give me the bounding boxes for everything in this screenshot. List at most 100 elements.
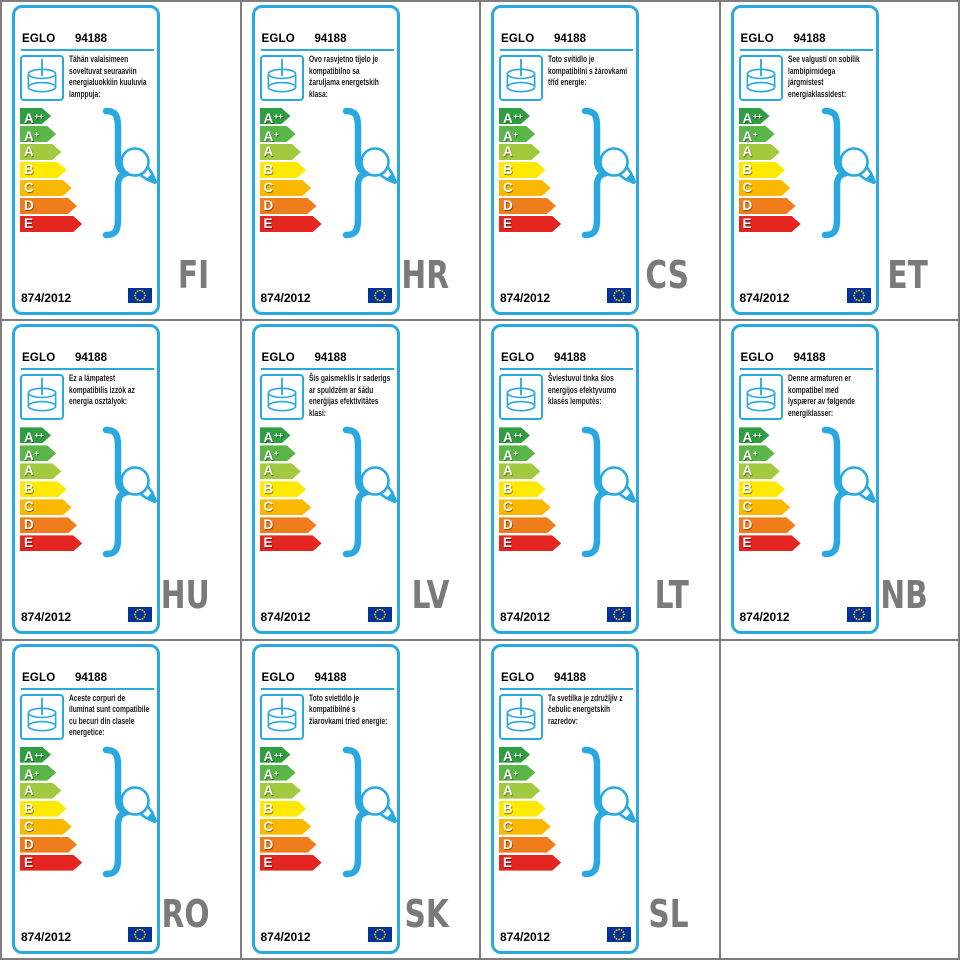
- brand-name: EGLO: [261, 671, 295, 684]
- bulb-icon: [838, 147, 876, 185]
- eu-flag-stars: [134, 289, 146, 302]
- energy-class-arrow: A+: [20, 126, 56, 142]
- energy-class-arrow: E: [260, 855, 322, 871]
- energy-class-arrow: C: [499, 819, 551, 835]
- energy-class-arrow: A: [20, 463, 61, 479]
- energy-class-label: D: [742, 198, 753, 213]
- energy-class-label: C: [24, 499, 34, 515]
- energy-class-label: A+: [263, 128, 279, 144]
- energy-class-arrow: A: [739, 144, 780, 160]
- energy-class-label: D: [263, 836, 274, 852]
- header-divider: [260, 368, 394, 371]
- energy-class-label: C: [503, 818, 513, 834]
- regulation-number: 874/2012: [21, 291, 72, 305]
- energy-scale: A++ A+ A B C D E: [20, 108, 82, 232]
- compatibility-text: Ta svetilka je združljiv z čebulic energ…: [548, 692, 623, 727]
- energy-class-arrow: A++: [499, 747, 530, 763]
- bulb-icon: [359, 466, 397, 504]
- energy-class-arrow: B: [20, 162, 67, 178]
- energy-class-label: A: [24, 144, 34, 159]
- energy-scale: A++ A+ A B C D E: [499, 747, 561, 871]
- energy-class-label: A+: [263, 767, 279, 783]
- regulation-number: 874/2012: [500, 610, 551, 625]
- energy-class-label: D: [503, 198, 513, 213]
- header-divider: [739, 49, 873, 51]
- bulb-icon: [120, 785, 158, 824]
- energy-class-label: E: [24, 854, 34, 870]
- energy-class-arrow: B: [739, 162, 786, 178]
- energy-class-label: E: [24, 535, 34, 551]
- energy-class-arrow: C: [499, 180, 551, 196]
- energy-class-label: A+: [24, 447, 39, 463]
- energy-class-label: E: [263, 216, 273, 231]
- energy-class-arrow: E: [260, 216, 322, 232]
- eu-flag: [128, 288, 152, 303]
- energy-scale: A++ A+ A B C D E: [20, 427, 82, 551]
- energy-class-label: A++: [263, 749, 283, 765]
- grid-cell: EGLO 94188 See valgusti on sobilik lambi…: [720, 2, 958, 320]
- energy-class-label: D: [742, 517, 753, 533]
- energy-class-arrow: A+: [260, 445, 296, 461]
- eu-flag: [846, 607, 871, 623]
- energy-label-card: EGLO 94188 Ovo rasvjetno tijelo je kompa…: [251, 5, 400, 315]
- energy-class-arrow: E: [499, 535, 561, 551]
- energy-class-label: A: [503, 144, 513, 159]
- energy-class-label: A++: [24, 749, 44, 765]
- bulb-icon: [359, 147, 397, 185]
- compatibility-text: Šis gaismeklis ir saderigs ar spuldzēm a…: [308, 373, 390, 419]
- grid-cell: EGLO 94188 Aceste corpuri de iluminat su…: [2, 640, 240, 958]
- header-divider: [21, 49, 154, 51]
- energy-class-label: D: [24, 836, 34, 852]
- energy-class-label: A++: [503, 429, 523, 445]
- energy-scale: A++ A+ A B C D E: [20, 747, 82, 871]
- pendant-lamp-icon: [27, 697, 57, 732]
- pendant-lamp-icon: [506, 697, 536, 732]
- luminaire-icon-box: [499, 374, 543, 421]
- energy-class-arrow: E: [499, 216, 561, 232]
- energy-class-label: A+: [263, 447, 279, 463]
- bulb-icon: [599, 785, 637, 824]
- luminaire-icon-box: [738, 374, 783, 421]
- energy-label-card: EGLO 94188 Ez a lámpatest kompatibilis i…: [12, 324, 160, 635]
- brand-name: EGLO: [740, 33, 774, 45]
- energy-class-label: A++: [503, 110, 523, 126]
- energy-class-arrow: B: [499, 162, 546, 178]
- energy-class-label: D: [503, 836, 513, 852]
- energy-class-arrow: C: [20, 499, 72, 515]
- energy-class-arrow: A++: [499, 427, 530, 443]
- energy-class-arrow: B: [260, 162, 307, 178]
- energy-class-arrow: C: [20, 819, 72, 835]
- energy-class-label: E: [263, 535, 273, 551]
- energy-class-arrow: D: [499, 198, 556, 214]
- energy-class-arrow: A+: [499, 126, 535, 142]
- energy-class-label: C: [742, 499, 753, 515]
- energy-class-label: E: [742, 535, 752, 551]
- luminaire-icon-box: [259, 55, 304, 101]
- language-code: LV: [411, 572, 449, 617]
- energy-label-card: EGLO 94188 See valgusti on sobilik lambi…: [730, 5, 879, 315]
- pendant-lamp-icon: [267, 58, 296, 93]
- brand-name: EGLO: [501, 33, 535, 45]
- model-number: 94188: [793, 33, 826, 45]
- energy-label-card: EGLO 94188 Šis gaismeklis ir saderigs ar…: [251, 324, 400, 635]
- regulation-number: 874/2012: [260, 291, 311, 305]
- energy-class-label: A: [24, 463, 34, 479]
- energy-class-arrow: E: [20, 535, 82, 551]
- energy-class-arrow: A: [499, 783, 540, 799]
- energy-class-label: A+: [503, 767, 518, 783]
- brand-name: EGLO: [261, 33, 295, 45]
- header-divider: [260, 49, 394, 51]
- energy-class-arrow: B: [260, 801, 307, 817]
- energy-class-arrow: A++: [20, 747, 51, 763]
- language-code: SK: [404, 892, 449, 936]
- regulation-number: 874/2012: [739, 291, 790, 305]
- model-number: 94188: [75, 352, 107, 365]
- energy-class-arrow: B: [20, 481, 67, 497]
- energy-class-label: B: [263, 800, 274, 816]
- pendant-lamp-icon: [746, 378, 775, 412]
- energy-class-label: A: [263, 782, 274, 798]
- energy-class-arrow: C: [260, 180, 312, 196]
- energy-class-arrow: B: [20, 801, 67, 817]
- energy-class-arrow: B: [739, 481, 786, 497]
